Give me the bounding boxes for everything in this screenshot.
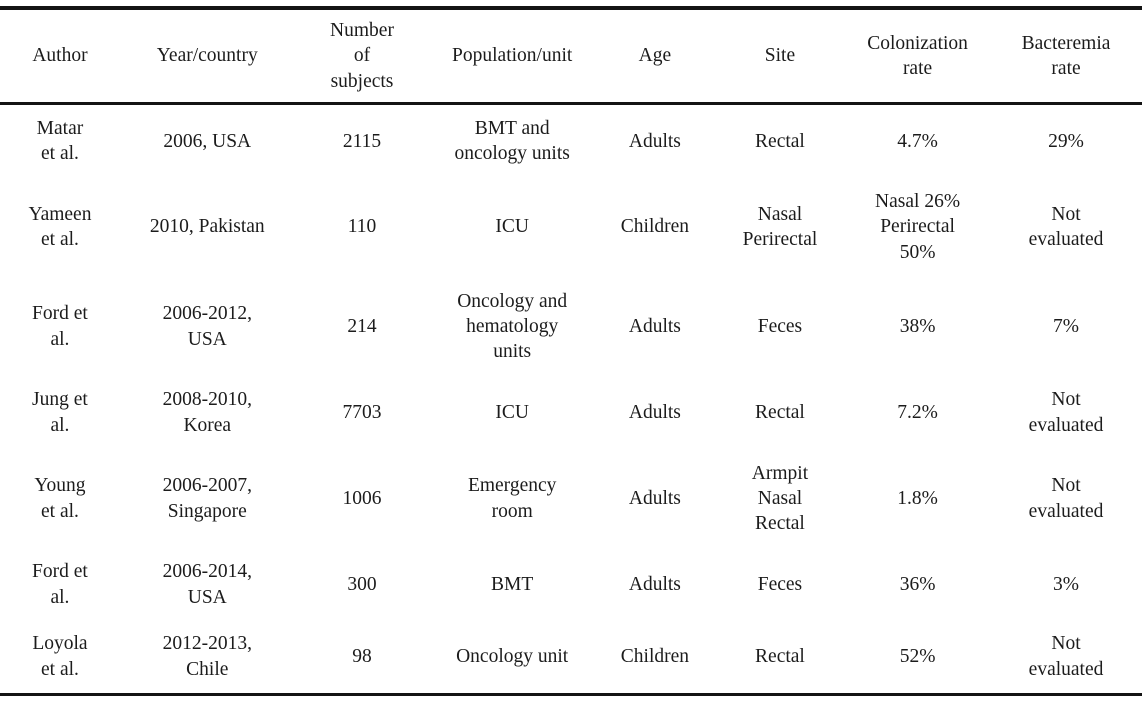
table-cell: Nasal 26% Perirectal 50%: [875, 191, 961, 263]
table-row: Young et al. 2006-2007, Singapore 1006 Emer…: [0, 449, 1142, 549]
table-cell: 110: [347, 216, 377, 238]
table-cell: Armpit Nasal Rectal: [751, 462, 809, 535]
table-cell: Yameen et al.: [28, 203, 92, 251]
column-header-site: Site: [764, 45, 796, 67]
table-cell: Oncology unit: [456, 646, 569, 668]
table-cell: Nasal Perirectal: [742, 203, 818, 251]
table-cell: 2008-2010, Korea: [162, 389, 252, 436]
column-header-year-country: Year/country: [156, 45, 258, 67]
table-body: Matar et al. 2006, USA 2115 BMT and oncolog…: [0, 104, 1142, 695]
table-cell: 2006-2007, Singapore: [162, 475, 252, 522]
table-cell: Young et al.: [34, 475, 86, 522]
table-cell: Feces: [757, 316, 803, 338]
table-cell: 2006, USA: [163, 130, 252, 152]
table-cell: Not evaluated: [1028, 633, 1104, 680]
table-cell: Rectal: [755, 130, 805, 152]
table-cell: Not evaluated: [1028, 475, 1104, 522]
table-cell: Children: [620, 646, 690, 668]
header-row: Author Year/country Number of subjects P…: [0, 8, 1142, 104]
table-cell: 3%: [1053, 573, 1080, 595]
column-header-population: Population/unit: [452, 45, 573, 67]
table-cell: Matar et al.: [36, 117, 84, 165]
table-cell: Emergency room: [467, 475, 557, 522]
table-cell: Not evaluated: [1028, 203, 1104, 251]
table-row: Yameen et al. 2010, Pakistan 110 ICU Childre…: [0, 177, 1142, 277]
table-cell: Adults: [628, 130, 681, 152]
table-cell: Rectal: [755, 646, 805, 668]
table-cell: 1.8%: [897, 487, 938, 509]
table-row: Ford et al. 2006-2014, USA 300 BMT Adults Fec…: [0, 548, 1142, 620]
table-cell: 2010, Pakistan: [149, 216, 265, 238]
table-cell: Adults: [628, 316, 681, 338]
table-cell: 2006-2012, USA: [162, 303, 252, 350]
table-cell: Adults: [628, 573, 681, 595]
table-cell: 36%: [899, 573, 936, 595]
table-cell: Ford et al.: [32, 303, 88, 350]
table-row: Matar et al. 2006, USA 2115 BMT and oncolog…: [0, 104, 1142, 178]
table-row: Jung et al. 2008-2010, Korea 7703 ICU Adults…: [0, 377, 1142, 449]
table-cell: Ford et al.: [32, 561, 88, 608]
table-cell: ICU: [495, 216, 529, 238]
column-header-age: Age: [638, 45, 672, 67]
table-cell: 2012-2013, Chile: [162, 633, 252, 680]
table-cell: Jung et al.: [32, 389, 88, 436]
table-cell: BMT and oncology units: [454, 117, 570, 165]
table-cell: Oncology and hematology units: [457, 290, 568, 363]
table-cell: ICU: [495, 402, 529, 424]
table-cell: Children: [620, 216, 690, 238]
table-cell: 7%: [1053, 316, 1080, 338]
table-cell: Not evaluated: [1028, 389, 1104, 436]
column-header-bacteremia: Bacteremia rate: [1021, 32, 1111, 80]
table-cell: 7.2%: [897, 402, 938, 424]
table-cell: 1006: [342, 487, 382, 509]
table-cell: 29%: [1048, 130, 1084, 152]
column-header-colonization: Colonization rate: [867, 32, 968, 80]
column-header-author: Author: [32, 45, 88, 67]
table-row: Loyola et al. 2012-2013, Chile 98 Oncology …: [0, 621, 1142, 695]
table-header: Author Year/country Number of subjects P…: [0, 8, 1142, 104]
table-cell: 2115: [342, 130, 382, 152]
table-cell: Adults: [628, 487, 681, 509]
table-cell: 38%: [899, 316, 936, 338]
table-cell: 214: [347, 316, 377, 338]
table-row: Ford et al. 2006-2012, USA 214 Oncology and…: [0, 277, 1142, 377]
table-cell: 4.7%: [897, 130, 938, 152]
table-cell: 98: [352, 646, 372, 668]
table-cell: 7703: [342, 402, 382, 424]
table-cell: 2006-2014, USA: [162, 561, 252, 608]
table-cell: BMT: [491, 573, 534, 595]
table-cell: 300: [347, 573, 377, 595]
table-cell: Feces: [757, 573, 803, 595]
table-cell: Loyola et al.: [32, 633, 88, 680]
table-cell: Rectal: [755, 402, 805, 424]
table-cell: 52%: [899, 646, 936, 668]
studies-table: Author Year/country Number of subjects P…: [0, 6, 1142, 696]
table-cell: Adults: [628, 402, 681, 424]
column-header-subjects: Number of subjects: [330, 20, 394, 92]
